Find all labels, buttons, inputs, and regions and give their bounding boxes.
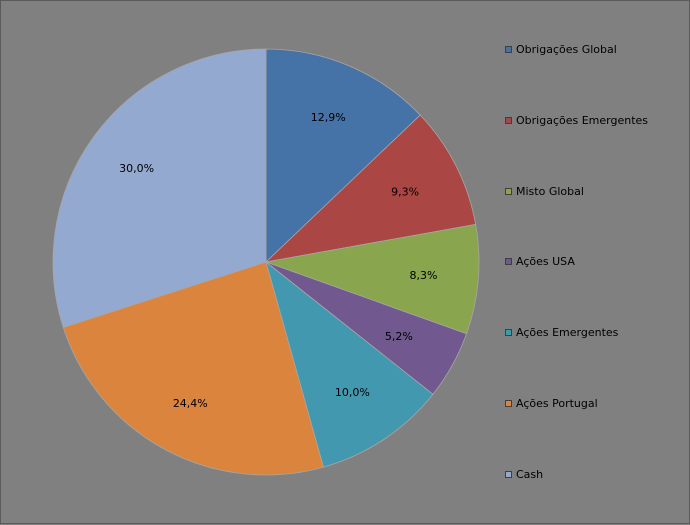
legend-item: Ações Emergentes xyxy=(505,326,618,339)
slice-data-label: 30,0% xyxy=(119,162,154,175)
legend-swatch xyxy=(505,116,512,124)
legend-item: Ações Portugal xyxy=(505,397,598,410)
pie-slice-3 xyxy=(264,223,480,335)
legend-swatch xyxy=(505,46,512,53)
legend-item: Obrigações Emergentes xyxy=(505,114,648,127)
slice-data-label: 10,0% xyxy=(335,386,370,399)
pie-slice-6 xyxy=(62,261,324,476)
slice-data-label: 5,2% xyxy=(385,330,413,343)
pie-slice-2 xyxy=(264,114,477,263)
legend-label: Misto Global xyxy=(516,184,584,198)
legend-item: Ações USA xyxy=(505,255,575,268)
legend-item: Obrigações Global xyxy=(505,43,617,56)
legend-swatch xyxy=(505,329,512,337)
legend-swatch xyxy=(505,187,512,195)
pie-slice-5 xyxy=(265,260,434,468)
pie-slice-1 xyxy=(265,48,421,263)
legend-label: Obrigações Emergentes xyxy=(516,113,649,127)
legend-label: Ações Portugal xyxy=(516,397,598,410)
legend-item: Cash xyxy=(505,468,543,481)
legend-label: Ações USA xyxy=(516,255,575,269)
slice-data-label: 9,3% xyxy=(391,186,419,199)
slice-data-label: 12,9% xyxy=(311,111,346,124)
legend-swatch xyxy=(505,400,512,407)
legend-label: Cash xyxy=(516,467,544,481)
legend-swatch xyxy=(505,470,512,478)
legend-label: Obrigações Global xyxy=(516,43,617,56)
legend: Obrigações Global Obrigações Emergentes Mi… xyxy=(505,1,689,523)
slice-data-label: 8,3% xyxy=(410,269,438,282)
legend-item: Misto Global xyxy=(505,185,584,198)
legend-swatch xyxy=(505,258,512,266)
legend-label: Ações Emergentes xyxy=(516,326,619,340)
pie-slice-7 xyxy=(52,48,267,328)
slice-data-label: 24,4% xyxy=(173,397,208,410)
